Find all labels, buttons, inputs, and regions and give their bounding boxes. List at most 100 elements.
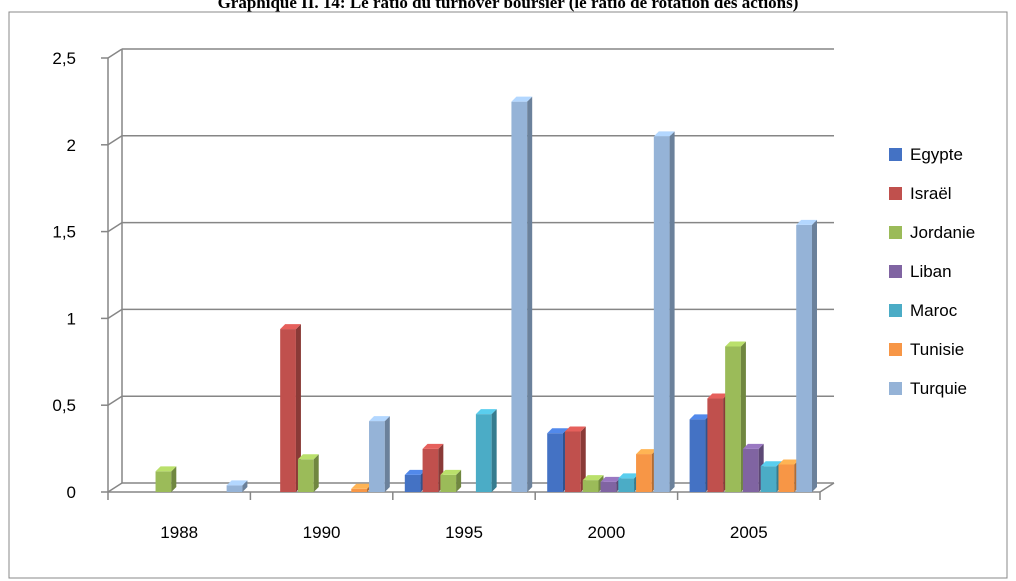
- bar-top: [742, 443, 764, 449]
- bar: [280, 324, 301, 492]
- legend-label: Liban: [910, 262, 952, 281]
- bar-top: [422, 443, 444, 449]
- bar-front: [564, 431, 581, 492]
- bar: [475, 409, 497, 492]
- bar-front: [742, 448, 759, 492]
- bar: [511, 96, 533, 492]
- bar-front: [653, 136, 670, 492]
- bar-top: [582, 475, 604, 481]
- y-tick-label: 0: [67, 483, 76, 502]
- bar: [226, 480, 248, 492]
- x-tick-label: 1990: [303, 523, 341, 542]
- bar-front: [707, 398, 724, 492]
- bar-side: [456, 469, 462, 492]
- bar-top: [404, 469, 426, 475]
- bar: [582, 475, 604, 492]
- bar-top: [600, 476, 622, 482]
- legend: Egypte Israël Jordanie Liban Maroc Tunisie Tur…: [889, 145, 975, 398]
- bar-top: [475, 409, 497, 415]
- bar-front: [547, 433, 563, 492]
- bar-side: [527, 96, 533, 492]
- bar-top: [547, 428, 568, 434]
- bar-front: [582, 480, 599, 492]
- y-tick-label: 2: [67, 136, 76, 155]
- bar: [297, 454, 319, 492]
- legend-entry: Tunisie: [889, 340, 964, 359]
- bar-top: [511, 96, 533, 102]
- legend-swatch: [889, 304, 902, 317]
- bar-front: [440, 474, 457, 492]
- bar-top: [796, 219, 817, 225]
- bar: [636, 449, 657, 492]
- legend-swatch: [889, 265, 902, 278]
- bar-front: [618, 478, 635, 492]
- bar-front: [511, 101, 528, 492]
- chart-frame: [8, 11, 1008, 579]
- bar: [155, 466, 177, 492]
- bar-top: [297, 454, 319, 460]
- bar: [422, 443, 444, 492]
- bar: [653, 131, 675, 492]
- legend-entry: Turquie: [889, 379, 967, 398]
- bar-top: [636, 449, 657, 455]
- bar-side: [669, 131, 675, 492]
- bar-side: [812, 219, 817, 493]
- legend-label: Tunisie: [910, 340, 964, 359]
- bar-front: [760, 466, 777, 492]
- x-tick-label: 2000: [587, 523, 625, 542]
- bar-front: [351, 488, 368, 492]
- y-tick-labels: 0 0,5 1 1,5 2 2,5: [52, 49, 76, 502]
- bars: [155, 96, 817, 493]
- bar-top: [760, 461, 782, 467]
- legend-label: Israël: [910, 184, 952, 203]
- bar-top: [725, 341, 746, 347]
- gridline-diag: [107, 48, 123, 59]
- y-tick-label: 1: [67, 309, 76, 328]
- y-tick-label: 2,5: [52, 49, 76, 68]
- bar-side: [171, 466, 177, 492]
- bar-top: [369, 416, 390, 422]
- legend-swatch: [889, 382, 902, 395]
- bar-side: [491, 409, 497, 492]
- bar: [760, 461, 782, 492]
- bar-top: [618, 473, 640, 479]
- chart-title: Graphique II. 14: Le ratio du turnover b…: [217, 0, 799, 12]
- bar-front: [636, 454, 652, 492]
- bar: [707, 393, 729, 492]
- bar: [564, 426, 586, 492]
- legend-label: Maroc: [910, 301, 958, 320]
- bar-top: [351, 483, 373, 489]
- legend-label: Turquie: [910, 379, 967, 398]
- bar-front: [475, 414, 492, 492]
- legend-swatch: [889, 148, 902, 161]
- bar-front: [778, 464, 795, 492]
- gridline-diag: [107, 395, 123, 406]
- bar: [742, 443, 764, 492]
- x-tick-label: 1995: [445, 523, 483, 542]
- x-tick-labels: 1988 1990 1995 2000 2005: [160, 523, 767, 542]
- bar-front: [404, 474, 421, 492]
- gridline-diag: [107, 308, 123, 320]
- legend-entry: Maroc: [889, 301, 958, 320]
- bar-front: [600, 481, 617, 492]
- legend-entry: Israël: [889, 184, 952, 203]
- bar-top: [155, 466, 177, 472]
- bar: [618, 473, 640, 492]
- legend-swatch: [889, 343, 902, 356]
- bar-front: [155, 471, 172, 492]
- legend-entry: Egypte: [889, 145, 963, 164]
- bar: [369, 416, 390, 492]
- gridline-diag: [107, 482, 123, 493]
- bar-top: [689, 414, 711, 420]
- bar-front: [422, 448, 439, 492]
- bar-front: [280, 329, 296, 492]
- bar-side: [384, 416, 390, 492]
- bar-front: [297, 459, 314, 492]
- bar: [351, 483, 373, 492]
- legend-swatch: [889, 187, 902, 200]
- bar-top: [707, 393, 729, 399]
- floor-edge: [819, 482, 835, 493]
- bar-top: [226, 480, 248, 486]
- bar-top: [440, 469, 462, 475]
